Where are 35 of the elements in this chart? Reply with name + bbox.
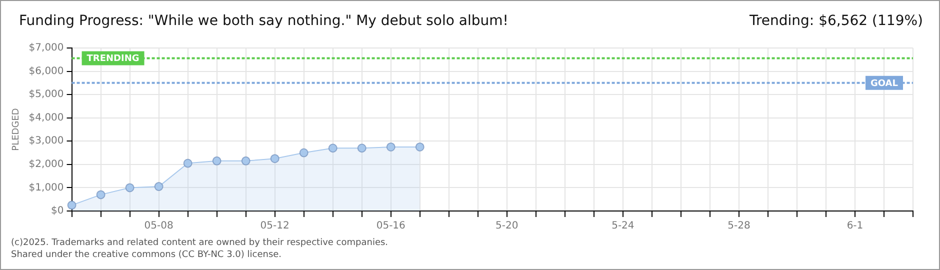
x-tick-label: 05-12 [260, 220, 290, 232]
point [125, 183, 134, 192]
text: Shared under the creative commons (CC BY-NC 3.0) license. [11, 249, 283, 261]
point [212, 156, 222, 166]
x-tick-label: 5-20 [496, 220, 518, 232]
point [386, 142, 396, 152]
point [96, 190, 106, 200]
y-tick-label: $6,000 [28, 66, 64, 77]
point [328, 144, 338, 153]
ref-line-label: GOAL [870, 78, 898, 89]
y-axis-title: PLEDGED [12, 108, 22, 151]
x-tick-label: 5-28 [728, 220, 750, 232]
y-tick-label: $1,000 [28, 182, 64, 194]
point [299, 148, 308, 158]
ref-line-label: TRENDING [86, 54, 140, 64]
point [415, 142, 424, 152]
y-tick-label: $0 [51, 206, 64, 217]
y-tick-label: $2,000 [28, 159, 64, 170]
y-tick-label: $4,000 [28, 112, 64, 124]
point [154, 182, 164, 192]
x-tick-label: 6-1 [846, 220, 864, 232]
y-tick-label: $7,000 [28, 42, 64, 54]
y-tick-label: $3,000 [28, 136, 64, 147]
x-tick-label: 05-08 [144, 220, 174, 232]
x-tick-label: 05-16 [376, 220, 406, 232]
text: (c)2025. Trademarks and related content are owned by their respective companies. [11, 237, 388, 249]
point [270, 154, 280, 164]
point [241, 156, 250, 166]
y-tick-label: $5,000 [28, 89, 64, 100]
point [357, 144, 366, 153]
chart-subtitle: Trending: $6,562 (119%) [749, 13, 923, 29]
point [67, 200, 76, 210]
chart-title: Funding Progress: "While we both say nothing." My debut solo album! [19, 13, 508, 29]
x-tick-label: 5-24 [612, 220, 634, 232]
point [183, 158, 192, 168]
